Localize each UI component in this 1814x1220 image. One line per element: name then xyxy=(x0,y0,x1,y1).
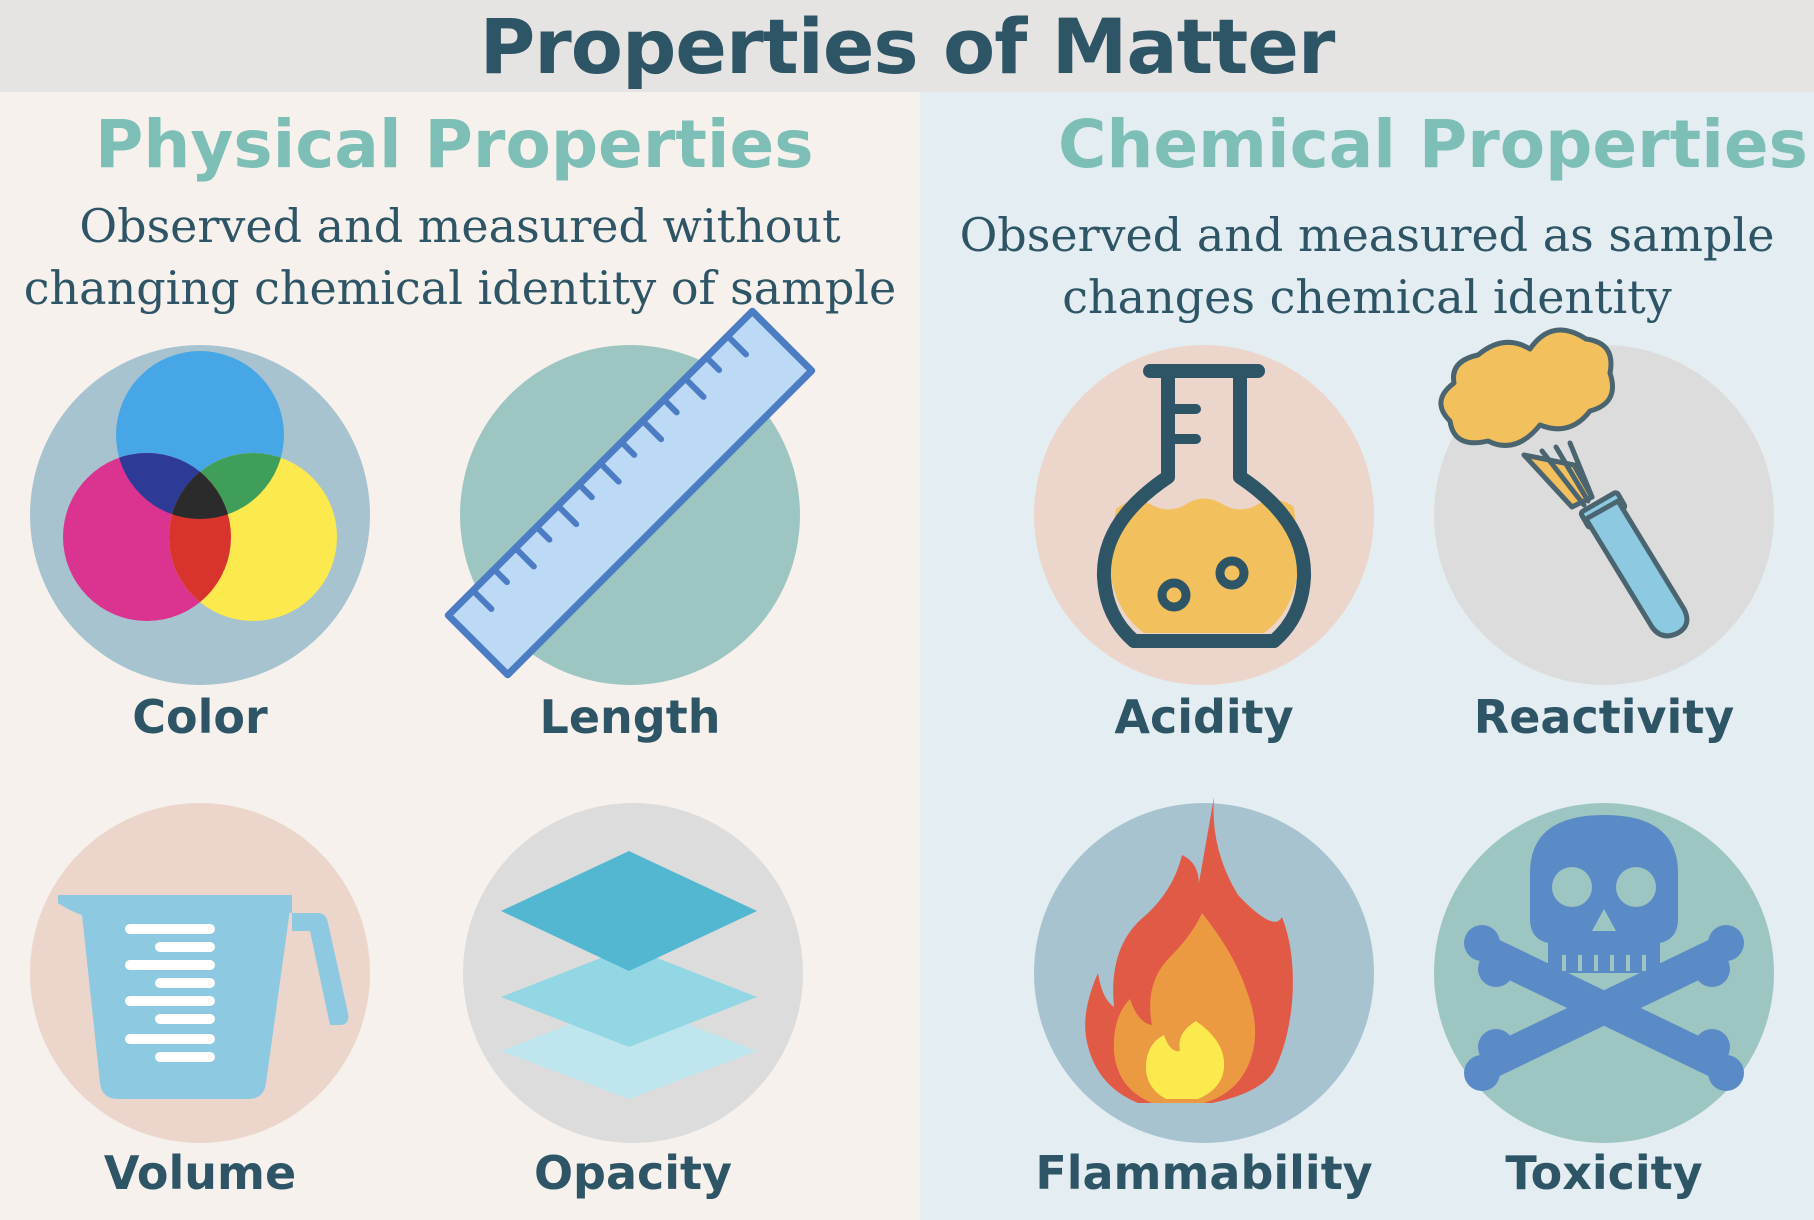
page-title: Properties of Matter xyxy=(479,1,1336,91)
toxicity-label: Toxicity xyxy=(1505,1146,1703,1200)
chemical-description: Observed and measured as sample changes … xyxy=(920,204,1814,328)
color-label: Color xyxy=(132,690,268,744)
flask-icon xyxy=(1034,345,1374,685)
opacity-label: Opacity xyxy=(533,1146,733,1200)
flammability-label: Flammability xyxy=(1035,1146,1373,1200)
chemical-description-line-1: Observed and measured as sample xyxy=(959,208,1775,262)
title-bar: Properties of Matter xyxy=(0,0,1814,92)
reactivity-label: Reactivity xyxy=(1473,690,1735,744)
acidity-label: Acidity xyxy=(1114,690,1294,744)
physical-heading: Physical Properties xyxy=(95,106,814,183)
chemical-description-line-2: changes chemical identity xyxy=(1062,270,1672,324)
physical-description: Observed and measured without changing c… xyxy=(10,195,910,319)
color-venn-icon xyxy=(30,345,370,685)
skull-crossbones-icon xyxy=(1434,803,1774,1143)
ruler-icon xyxy=(444,307,816,685)
chemical-heading: Chemical Properties xyxy=(1058,106,1808,183)
physical-description-line-2: changing chemical identity of sample xyxy=(23,261,897,315)
test-tube-reaction-icon xyxy=(1434,327,1774,685)
volume-label: Volume xyxy=(103,1146,297,1200)
flame-icon xyxy=(1034,797,1374,1143)
measuring-cup-icon xyxy=(30,803,370,1143)
physical-description-line-1: Observed and measured without xyxy=(79,199,841,253)
layers-icon xyxy=(463,803,803,1143)
length-label: Length xyxy=(539,690,721,744)
